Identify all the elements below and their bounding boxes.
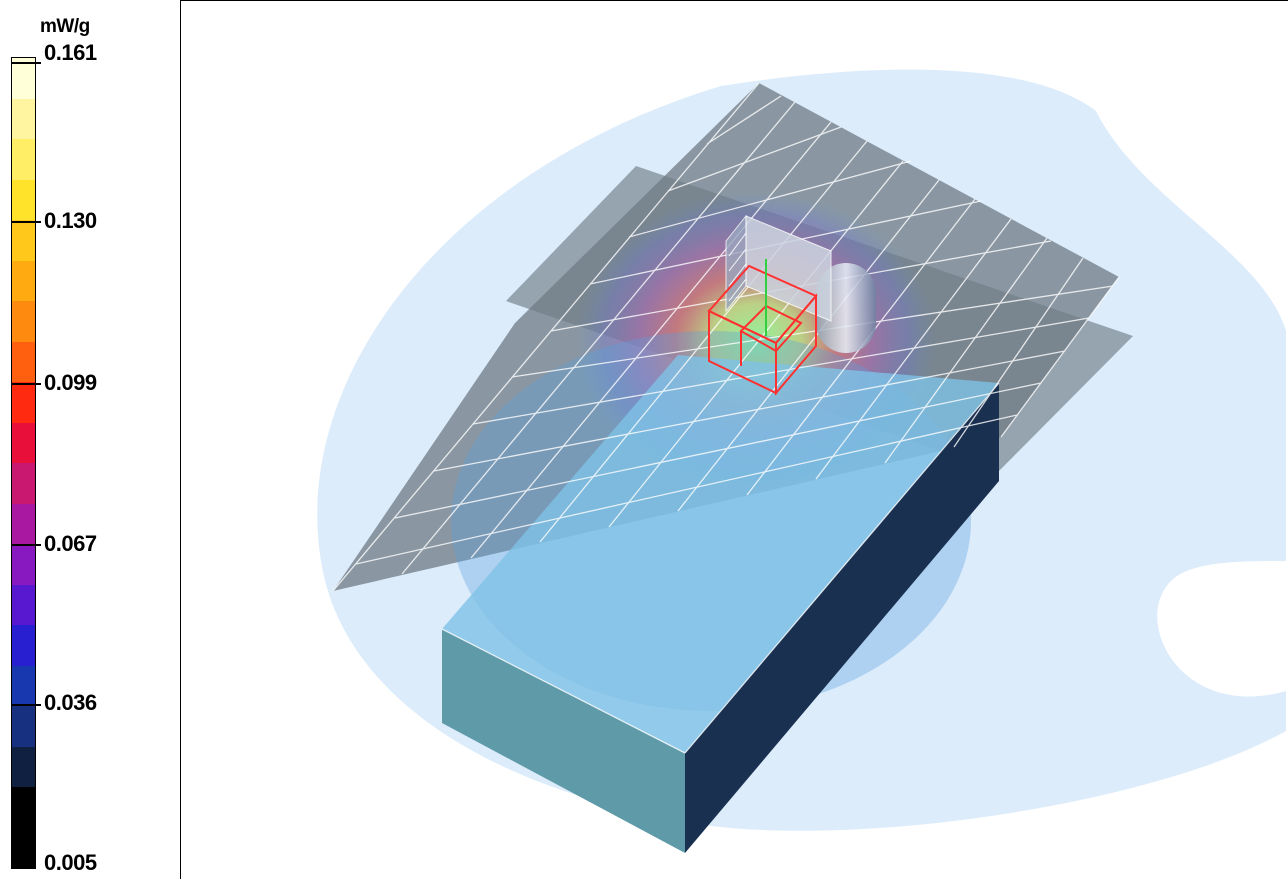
color-scale-band [12, 220, 35, 261]
color-scale-band [12, 827, 35, 868]
legend-tick-label-max: 0.161 [44, 40, 97, 65]
legend-tick [11, 221, 41, 223]
color-scale-band [12, 179, 35, 220]
legend-tick-label: 0.067 [44, 531, 97, 556]
legend-unit-label: mW/g [40, 16, 90, 37]
color-scale-band [12, 746, 35, 787]
3d-scene [317, 69, 1286, 853]
color-scale-bar [11, 57, 36, 869]
color-scale-band [12, 625, 35, 666]
color-scale-band [12, 382, 35, 423]
3d-view-canvas[interactable] [180, 0, 1288, 879]
legend-tick-label: 0.099 [44, 370, 97, 395]
legend-tick [11, 383, 41, 385]
color-scale-band [12, 139, 35, 180]
legend-tick-label: 0.130 [44, 208, 97, 233]
measurement-grid [332, 82, 1120, 754]
color-scale-band [12, 260, 35, 301]
color-scale-band [12, 422, 35, 463]
color-scale-band [12, 787, 35, 828]
color-scale-band [12, 503, 35, 544]
zoom-scan-volume [725, 214, 832, 322]
color-scale-band [12, 544, 35, 585]
device-box-side [685, 383, 999, 853]
color-scale-legend: mW/g 0.161 0.130 0.099 0.067 0.036 0.005 [0, 0, 180, 879]
color-scale-band [12, 58, 35, 99]
color-scale-band [12, 706, 35, 747]
device-wireframe [707, 264, 818, 396]
legend-tick [11, 704, 41, 706]
color-scale-band [12, 463, 35, 504]
device-box-top [442, 355, 999, 753]
legend-tick [11, 544, 41, 546]
color-scale-band [12, 341, 35, 382]
color-scale-band [12, 98, 35, 139]
legend-tick-label: 0.036 [44, 690, 97, 715]
color-scale-band [12, 301, 35, 342]
color-scale-band [12, 584, 35, 625]
legend-tick [11, 62, 41, 64]
legend-tick-label-min: 0.005 [44, 850, 97, 875]
color-scale-band [12, 665, 35, 706]
device-box-front [442, 629, 685, 853]
